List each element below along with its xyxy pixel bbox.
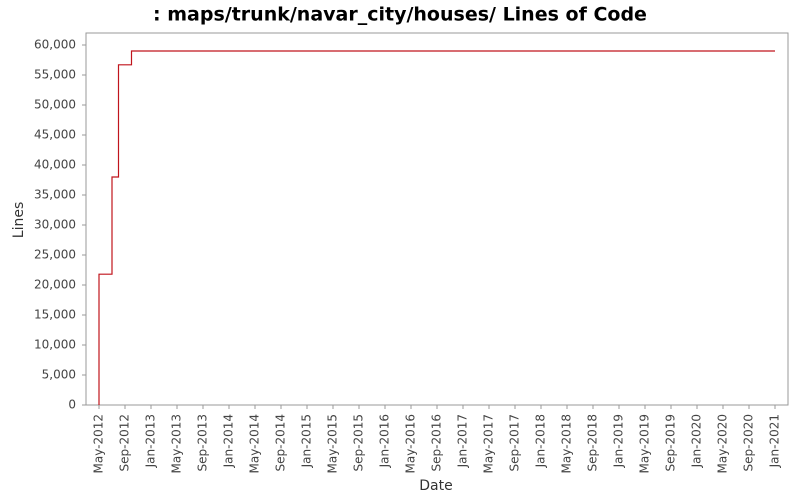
x-tick-label: Sep-2019	[664, 414, 678, 472]
x-tick-label: Jan-2019	[612, 414, 626, 468]
y-tick-label: 20,000	[34, 278, 76, 292]
x-tick-label: May-2012	[92, 414, 106, 473]
y-tick-label: 0	[68, 398, 76, 412]
x-tick-label: May-2016	[404, 414, 418, 473]
chart-title: : maps/trunk/navar_city/houses/ Lines of…	[153, 4, 647, 26]
x-tick-label: Jan-2021	[768, 414, 782, 468]
x-tick-label: May-2019	[638, 414, 652, 473]
y-tick-label: 35,000	[34, 188, 76, 202]
y-tick-label: 30,000	[34, 218, 76, 232]
x-tick-label: May-2020	[716, 414, 730, 473]
y-tick-label: 15,000	[34, 308, 76, 322]
y-tick-label: 25,000	[34, 248, 76, 262]
x-tick-label: Jan-2014	[222, 414, 236, 468]
x-tick-label: Jan-2020	[690, 414, 704, 468]
x-tick-label: Sep-2017	[508, 414, 522, 472]
x-tick-label: Jan-2018	[534, 414, 548, 468]
plot-area	[85, 32, 789, 406]
x-tick-label: May-2013	[170, 414, 184, 473]
x-tick-label: Sep-2020	[742, 414, 756, 472]
x-tick-label: Sep-2016	[430, 414, 444, 472]
x-tick-label: Sep-2012	[118, 414, 132, 472]
x-tick-label: Sep-2018	[586, 414, 600, 472]
y-tick-label: 50,000	[34, 98, 76, 112]
x-tick-label: Sep-2015	[352, 414, 366, 472]
x-tick-label: May-2018	[560, 414, 574, 473]
y-tick-label: 5,000	[42, 368, 76, 382]
y-tick-label: 40,000	[34, 158, 76, 172]
x-tick-label: Sep-2014	[274, 414, 288, 472]
y-axis-label: Lines	[11, 202, 27, 238]
y-tick-label: 55,000	[34, 68, 76, 82]
x-tick-label: Jan-2013	[144, 414, 158, 468]
x-tick-label: Jan-2017	[456, 414, 470, 468]
x-tick-label: May-2014	[248, 414, 262, 473]
series-line	[98, 50, 775, 405]
x-tick-label: May-2015	[326, 414, 340, 473]
x-tick-label: Sep-2013	[196, 414, 210, 472]
x-tick-label: Jan-2015	[300, 414, 314, 468]
y-tick-label: 60,000	[34, 38, 76, 52]
x-axis-label: Date	[419, 478, 452, 494]
y-tick-label: 10,000	[34, 338, 76, 352]
x-tick-label: Jan-2016	[378, 414, 392, 468]
x-tick-label: May-2017	[482, 414, 496, 473]
y-tick-label: 45,000	[34, 128, 76, 142]
